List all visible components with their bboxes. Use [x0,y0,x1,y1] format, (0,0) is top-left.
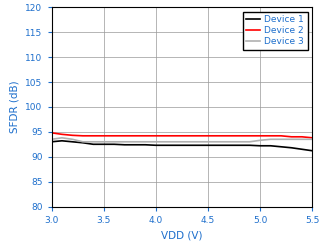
Device 3 [269,138,272,141]
Line: Device 1: Device 1 [52,141,312,151]
Device 1 [196,144,200,147]
Device 1 [133,143,137,146]
Device 2 [289,135,293,138]
Device 2 [269,134,272,137]
Device 3 [227,140,231,143]
Device 2 [206,134,210,137]
Device 1 [289,146,293,149]
Device 3 [144,140,147,143]
Device 2 [164,134,168,137]
Device 3 [81,140,85,143]
Device 1 [258,144,262,147]
Device 3 [185,140,189,143]
Device 2 [154,134,158,137]
Device 3 [123,140,127,143]
Device 3 [164,140,168,143]
Device 3 [71,138,74,141]
Device 2 [196,134,200,137]
Device 3 [175,140,179,143]
Device 3 [237,140,241,143]
Device 3 [91,140,95,143]
Device 3 [154,140,158,143]
Device 1 [144,143,147,146]
Device 1 [60,139,64,142]
Device 1 [227,144,231,147]
Device 3 [310,138,314,141]
Device 2 [91,134,95,137]
Device 2 [81,134,85,137]
Device 2 [112,134,116,137]
Device 2 [300,135,304,138]
Device 3 [133,140,137,143]
Device 2 [279,134,283,137]
Device 2 [175,134,179,137]
Device 1 [269,144,272,147]
Device 2 [123,134,127,137]
Device 3 [248,140,252,143]
Device 2 [237,134,241,137]
Device 3 [289,138,293,141]
Y-axis label: SFDR (dB): SFDR (dB) [10,81,20,133]
Device 1 [112,143,116,146]
Device 3 [60,136,64,139]
Line: Device 2: Device 2 [52,133,312,138]
Line: Device 3: Device 3 [52,138,312,142]
Device 1 [300,148,304,151]
Device 1 [248,144,252,147]
Device 1 [81,141,85,144]
Device 1 [102,143,106,146]
Device 3 [279,138,283,141]
Device 2 [216,134,220,137]
Device 3 [216,140,220,143]
Device 1 [71,140,74,143]
Device 1 [216,144,220,147]
Device 3 [102,140,106,143]
Device 2 [248,134,252,137]
Device 2 [310,136,314,139]
Device 2 [60,133,64,136]
Device 3 [50,138,53,141]
Device 1 [206,144,210,147]
Device 1 [123,143,127,146]
X-axis label: VDD (V): VDD (V) [161,230,203,240]
Device 2 [133,134,137,137]
Device 3 [112,140,116,143]
Device 2 [50,131,53,134]
Device 3 [196,140,200,143]
Device 3 [258,139,262,142]
Device 1 [279,145,283,148]
Device 2 [185,134,189,137]
Device 2 [227,134,231,137]
Device 1 [154,144,158,147]
Device 1 [175,144,179,147]
Device 3 [206,140,210,143]
Device 1 [185,144,189,147]
Device 1 [50,140,53,143]
Device 1 [91,143,95,146]
Device 3 [300,138,304,141]
Device 1 [237,144,241,147]
Device 2 [144,134,147,137]
Device 2 [102,134,106,137]
Device 1 [164,144,168,147]
Device 2 [258,134,262,137]
Legend: Device 1, Device 2, Device 3: Device 1, Device 2, Device 3 [243,12,308,50]
Device 2 [71,134,74,137]
Device 1 [310,149,314,152]
